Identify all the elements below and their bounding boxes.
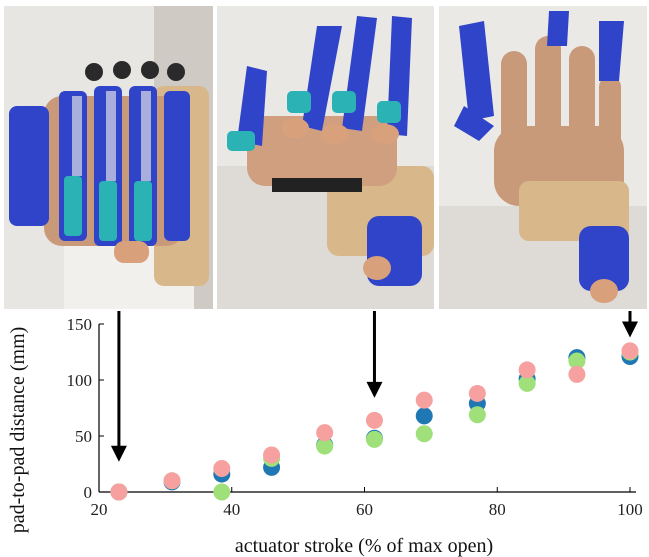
photo-open-drawing [439, 6, 647, 309]
series-2-point [518, 374, 536, 392]
y-axis-title: pad-to-pad distance (mm) [7, 327, 29, 534]
y-tick-label: 100 [67, 371, 93, 390]
arrow-head [366, 381, 383, 398]
series-3-point [621, 342, 639, 360]
x-axis-title: actuator stroke (% of max open) [235, 535, 493, 557]
series-3-point [365, 411, 383, 429]
series-2-point [568, 352, 586, 370]
series-3-point [213, 459, 231, 477]
series-3-point [110, 483, 128, 501]
photo-strip [4, 6, 647, 309]
chart-axes [98, 324, 636, 493]
series-3-point [568, 365, 586, 383]
arrow-head [110, 445, 127, 462]
y-tick-label: 150 [67, 315, 93, 334]
y-tick-label: 50 [75, 427, 92, 446]
x-tick-label: 100 [617, 500, 643, 519]
series-3-point [468, 384, 486, 402]
series-2-point [316, 437, 334, 455]
series-3-point [316, 424, 334, 442]
hand-exoskeleton-photo-half-open [217, 6, 434, 309]
series-2-point [468, 406, 486, 424]
arrow-head [622, 321, 638, 338]
series-3-point [518, 361, 536, 379]
series-2-point [213, 483, 231, 501]
x-tick-label: 80 [489, 500, 506, 519]
series-2-point [415, 425, 433, 443]
x-tick-label: 40 [223, 500, 240, 519]
photo-closed-drawing [4, 6, 213, 309]
chart-ticks: 20 40 60 80 100 0 50 100 150 [67, 315, 643, 519]
chart-arrows [110, 311, 638, 462]
series-3-point [263, 446, 281, 464]
x-tick-label: 20 [91, 500, 108, 519]
x-tick-label: 60 [356, 500, 373, 519]
series-3-point [163, 472, 181, 490]
y-tick-label: 0 [84, 483, 93, 502]
chart-points [110, 342, 639, 501]
series-1-point [415, 407, 433, 425]
series-2-point [365, 430, 383, 448]
photo-half-open-drawing [217, 6, 434, 309]
series-3-point [415, 391, 433, 409]
hand-exoskeleton-photo-open [439, 6, 647, 309]
hand-exoskeleton-photo-closed [4, 6, 213, 309]
